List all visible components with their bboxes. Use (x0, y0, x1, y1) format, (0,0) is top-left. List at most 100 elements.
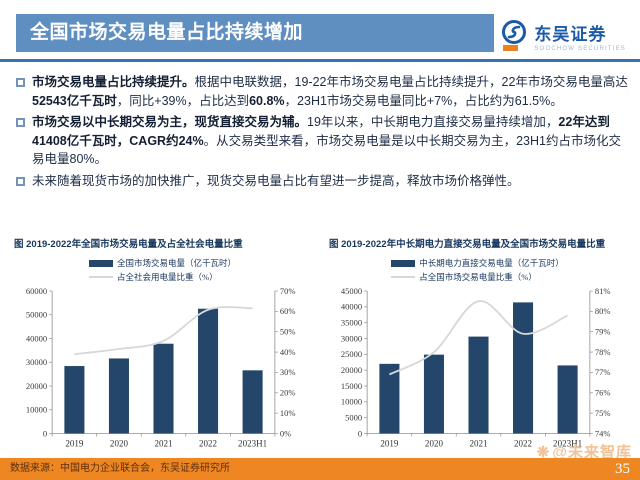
svg-text:20%: 20% (280, 388, 296, 398)
page-title: 全国市场交易电量占比持续增加 (30, 22, 304, 43)
svg-text:5000: 5000 (345, 412, 362, 422)
bar (379, 363, 400, 434)
page-title-bar: 全国市场交易电量占比持续增加 (16, 14, 494, 52)
svg-text:0: 0 (43, 428, 47, 438)
svg-text:2022: 2022 (199, 439, 218, 449)
footer-bar: 数据来源：中国电力企业联合会，东吴证券研究所 35 (0, 458, 640, 480)
svg-text:79%: 79% (595, 327, 611, 337)
soochow-logo-icon (499, 20, 529, 52)
svg-text:75%: 75% (595, 408, 611, 418)
bar (557, 365, 578, 434)
svg-text:35000: 35000 (341, 317, 362, 327)
svg-text:2023H1: 2023H1 (553, 439, 582, 449)
bar-series (379, 302, 578, 434)
chart-legend: 中长期电力直接交易电量（亿千瓦时） 占全国市场交易电量比重（%） (391, 257, 564, 283)
svg-text:40000: 40000 (341, 302, 362, 312)
legend-label: 占全社会用电量比重（%） (116, 272, 218, 282)
svg-text:10000: 10000 (26, 405, 47, 415)
bar (242, 370, 263, 434)
chart-canvas: 0 10000 20000 30000 40000 50000 60000 0% 10% 20% 3… (26, 286, 296, 449)
chart-canvas: 0 5000 10000 15000 20000 25000 30000 35000 40000… (341, 286, 611, 449)
legend-item: 中长期电力直接交易电量（亿千瓦时） (391, 257, 564, 269)
bar (513, 302, 534, 434)
data-source-note: 数据来源：中国电力企业联合会，东吴证券研究所 (10, 463, 230, 474)
legend-bar-swatch-icon (88, 259, 113, 267)
legend-item: 全国市场交易电量（亿千瓦时） (88, 257, 236, 269)
svg-text:0: 0 (358, 428, 362, 438)
square-bullet-icon (16, 118, 25, 127)
svg-text:76%: 76% (595, 388, 611, 398)
bullet-text: 市场交易电量占比持续提升。根据中电联数据，19-22年市场交易电量占比持续提升，… (32, 75, 628, 108)
legend-line-swatch-icon (391, 276, 416, 278)
svg-text:78%: 78% (595, 347, 611, 357)
svg-text:10%: 10% (280, 408, 296, 418)
bullet-item: 未来随着现货市场的加快推广，现货交易电量占比有望进一步提高，释放市场价格弹性。 (14, 172, 628, 191)
svg-text:2021: 2021 (469, 439, 487, 449)
svg-text:30%: 30% (280, 367, 296, 377)
svg-text:81%: 81% (595, 286, 611, 296)
svg-text:20000: 20000 (341, 365, 362, 375)
legend-bar-swatch-icon (391, 259, 416, 267)
header-rule (0, 59, 640, 62)
svg-text:50%: 50% (280, 327, 296, 337)
svg-text:40000: 40000 (26, 333, 47, 343)
chart-figure-left: 图 2019-2022年全国市场交易电量及占全社会电量比重 全国市场交易电量（亿… (12, 236, 313, 458)
svg-text:70%: 70% (280, 286, 296, 296)
svg-text:50000: 50000 (26, 310, 47, 320)
brand-name-cn: 东吴证券 (534, 25, 607, 44)
bar (108, 358, 129, 434)
square-bullet-icon (16, 78, 25, 87)
bar (64, 366, 85, 434)
bullet-list: 市场交易电量占比持续提升。根据中电联数据，19-22年市场交易电量占比持续提升，… (14, 73, 628, 193)
svg-text:2019: 2019 (65, 439, 84, 449)
bar (153, 343, 174, 434)
square-bullet-icon (16, 176, 25, 186)
legend-label: 占全国市场交易电量比重（%） (419, 272, 537, 282)
svg-text:20000: 20000 (26, 381, 47, 391)
watermark-logo-icon: ❋ (536, 443, 551, 461)
chart-figure-right: 图 2019-2022年中长期电力直接交易电量及全国市场交易电量比重 中长期电力… (327, 236, 628, 458)
charts-row: 图 2019-2022年全国市场交易电量及占全社会电量比重 全国市场交易电量（亿… (12, 236, 628, 458)
svg-text:2023H1: 2023H1 (238, 439, 267, 449)
svg-text:45000: 45000 (341, 286, 362, 296)
bullet-text: 未来随着现货市场的加快推广，现货交易电量占比有望进一步提高，释放市场价格弹性。 (32, 173, 520, 188)
legend-item: 占全国市场交易电量比重（%） (391, 271, 564, 283)
svg-text:60000: 60000 (26, 286, 47, 296)
chart-title: 图 2019-2022年中长期电力直接交易电量及全国市场交易电量比重 (329, 239, 606, 250)
legend-line-swatch-icon (88, 276, 113, 278)
svg-text:15000: 15000 (341, 381, 362, 391)
svg-text:77%: 77% (595, 367, 611, 377)
line-series (389, 300, 568, 376)
svg-text:30000: 30000 (26, 357, 47, 367)
brand-name-en: SOOCHOW SECURITIES (534, 46, 626, 52)
svg-text:74%: 74% (595, 428, 611, 438)
chart-title: 图 2019-2022年全国市场交易电量及占全社会电量比重 (14, 239, 243, 250)
bar (423, 354, 444, 434)
svg-text:2020: 2020 (110, 439, 129, 449)
svg-text:25000: 25000 (341, 349, 362, 359)
svg-text:2021: 2021 (154, 439, 172, 449)
svg-text:0%: 0% (280, 428, 291, 438)
svg-text:2020: 2020 (425, 439, 444, 449)
svg-text:80%: 80% (595, 306, 611, 316)
page-number: 35 (615, 461, 630, 477)
svg-text:2019: 2019 (380, 439, 399, 449)
line-series (74, 306, 253, 356)
legend-item: 占全社会用电量比重（%） (88, 271, 236, 283)
legend-label: 中长期电力直接交易电量（亿千瓦时） (419, 258, 564, 268)
bullet-item: 市场交易以中长期交易为主，现货直接交易为辅。19年以来，中长期电力直接交易量持续… (14, 113, 628, 169)
brand-logo: 东吴证券 SOOCHOW SECURITIES (499, 20, 626, 52)
svg-text:2022: 2022 (514, 439, 533, 449)
svg-text:10000: 10000 (341, 397, 362, 407)
chart-legend: 全国市场交易电量（亿千瓦时） 占全社会用电量比重（%） (88, 257, 236, 283)
brand-text: 东吴证券 SOOCHOW SECURITIES (534, 20, 626, 52)
bar-series (64, 308, 263, 434)
svg-text:40%: 40% (280, 347, 296, 357)
legend-label: 全国市场交易电量（亿千瓦时） (116, 258, 236, 268)
bullet-item: 市场交易电量占比持续提升。根据中电联数据，19-22年市场交易电量占比持续提升，… (14, 73, 628, 110)
bullet-text: 市场交易以中长期交易为主，现货直接交易为辅。19年以来，中长期电力直接交易量持续… (32, 115, 621, 166)
watermark-text: @未来智库 (552, 444, 632, 461)
bar (198, 308, 219, 434)
svg-text:30000: 30000 (341, 333, 362, 343)
bar (468, 336, 489, 434)
